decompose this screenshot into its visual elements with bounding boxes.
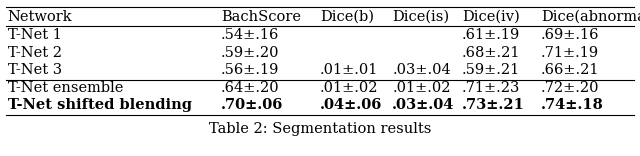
Text: .71±.23: .71±.23 [462,81,520,95]
Text: .03±.04: .03±.04 [392,98,454,112]
Text: .74±.18: .74±.18 [541,98,604,112]
Text: .69±.16: .69±.16 [541,28,599,42]
Text: T-Net 2: T-Net 2 [8,46,61,60]
Text: Dice(b): Dice(b) [320,10,374,24]
Text: .71±.19: .71±.19 [541,46,599,60]
Text: .59±.20: .59±.20 [221,46,279,60]
Text: Network: Network [8,10,72,24]
Text: Dice(abnormal): Dice(abnormal) [541,10,640,24]
Text: .70±.06: .70±.06 [221,98,283,112]
Text: .01±.02: .01±.02 [320,81,378,95]
Text: .56±.19: .56±.19 [221,63,279,77]
Text: .66±.21: .66±.21 [541,63,599,77]
Text: .04±.06: .04±.06 [320,98,382,112]
Text: .61±.19: .61±.19 [462,28,520,42]
Text: T-Net shifted blending: T-Net shifted blending [8,98,192,112]
Text: .54±.16: .54±.16 [221,28,279,42]
Text: .73±.21: .73±.21 [462,98,525,112]
Text: .01±.02: .01±.02 [392,81,451,95]
Text: T-Net 1: T-Net 1 [8,28,61,42]
Text: .64±.20: .64±.20 [221,81,280,95]
Text: Dice(is): Dice(is) [392,10,449,24]
Text: BachScore: BachScore [221,10,301,24]
Text: .72±.20: .72±.20 [541,81,599,95]
Text: .01±.01: .01±.01 [320,63,378,77]
Text: Dice(iv): Dice(iv) [462,10,520,24]
Text: .59±.21: .59±.21 [462,63,520,77]
Text: .03±.04: .03±.04 [392,63,451,77]
Text: .68±.21: .68±.21 [462,46,520,60]
Text: Table 2: Segmentation results: Table 2: Segmentation results [209,122,431,136]
Text: T-Net 3: T-Net 3 [8,63,62,77]
Text: T-Net ensemble: T-Net ensemble [8,81,123,95]
